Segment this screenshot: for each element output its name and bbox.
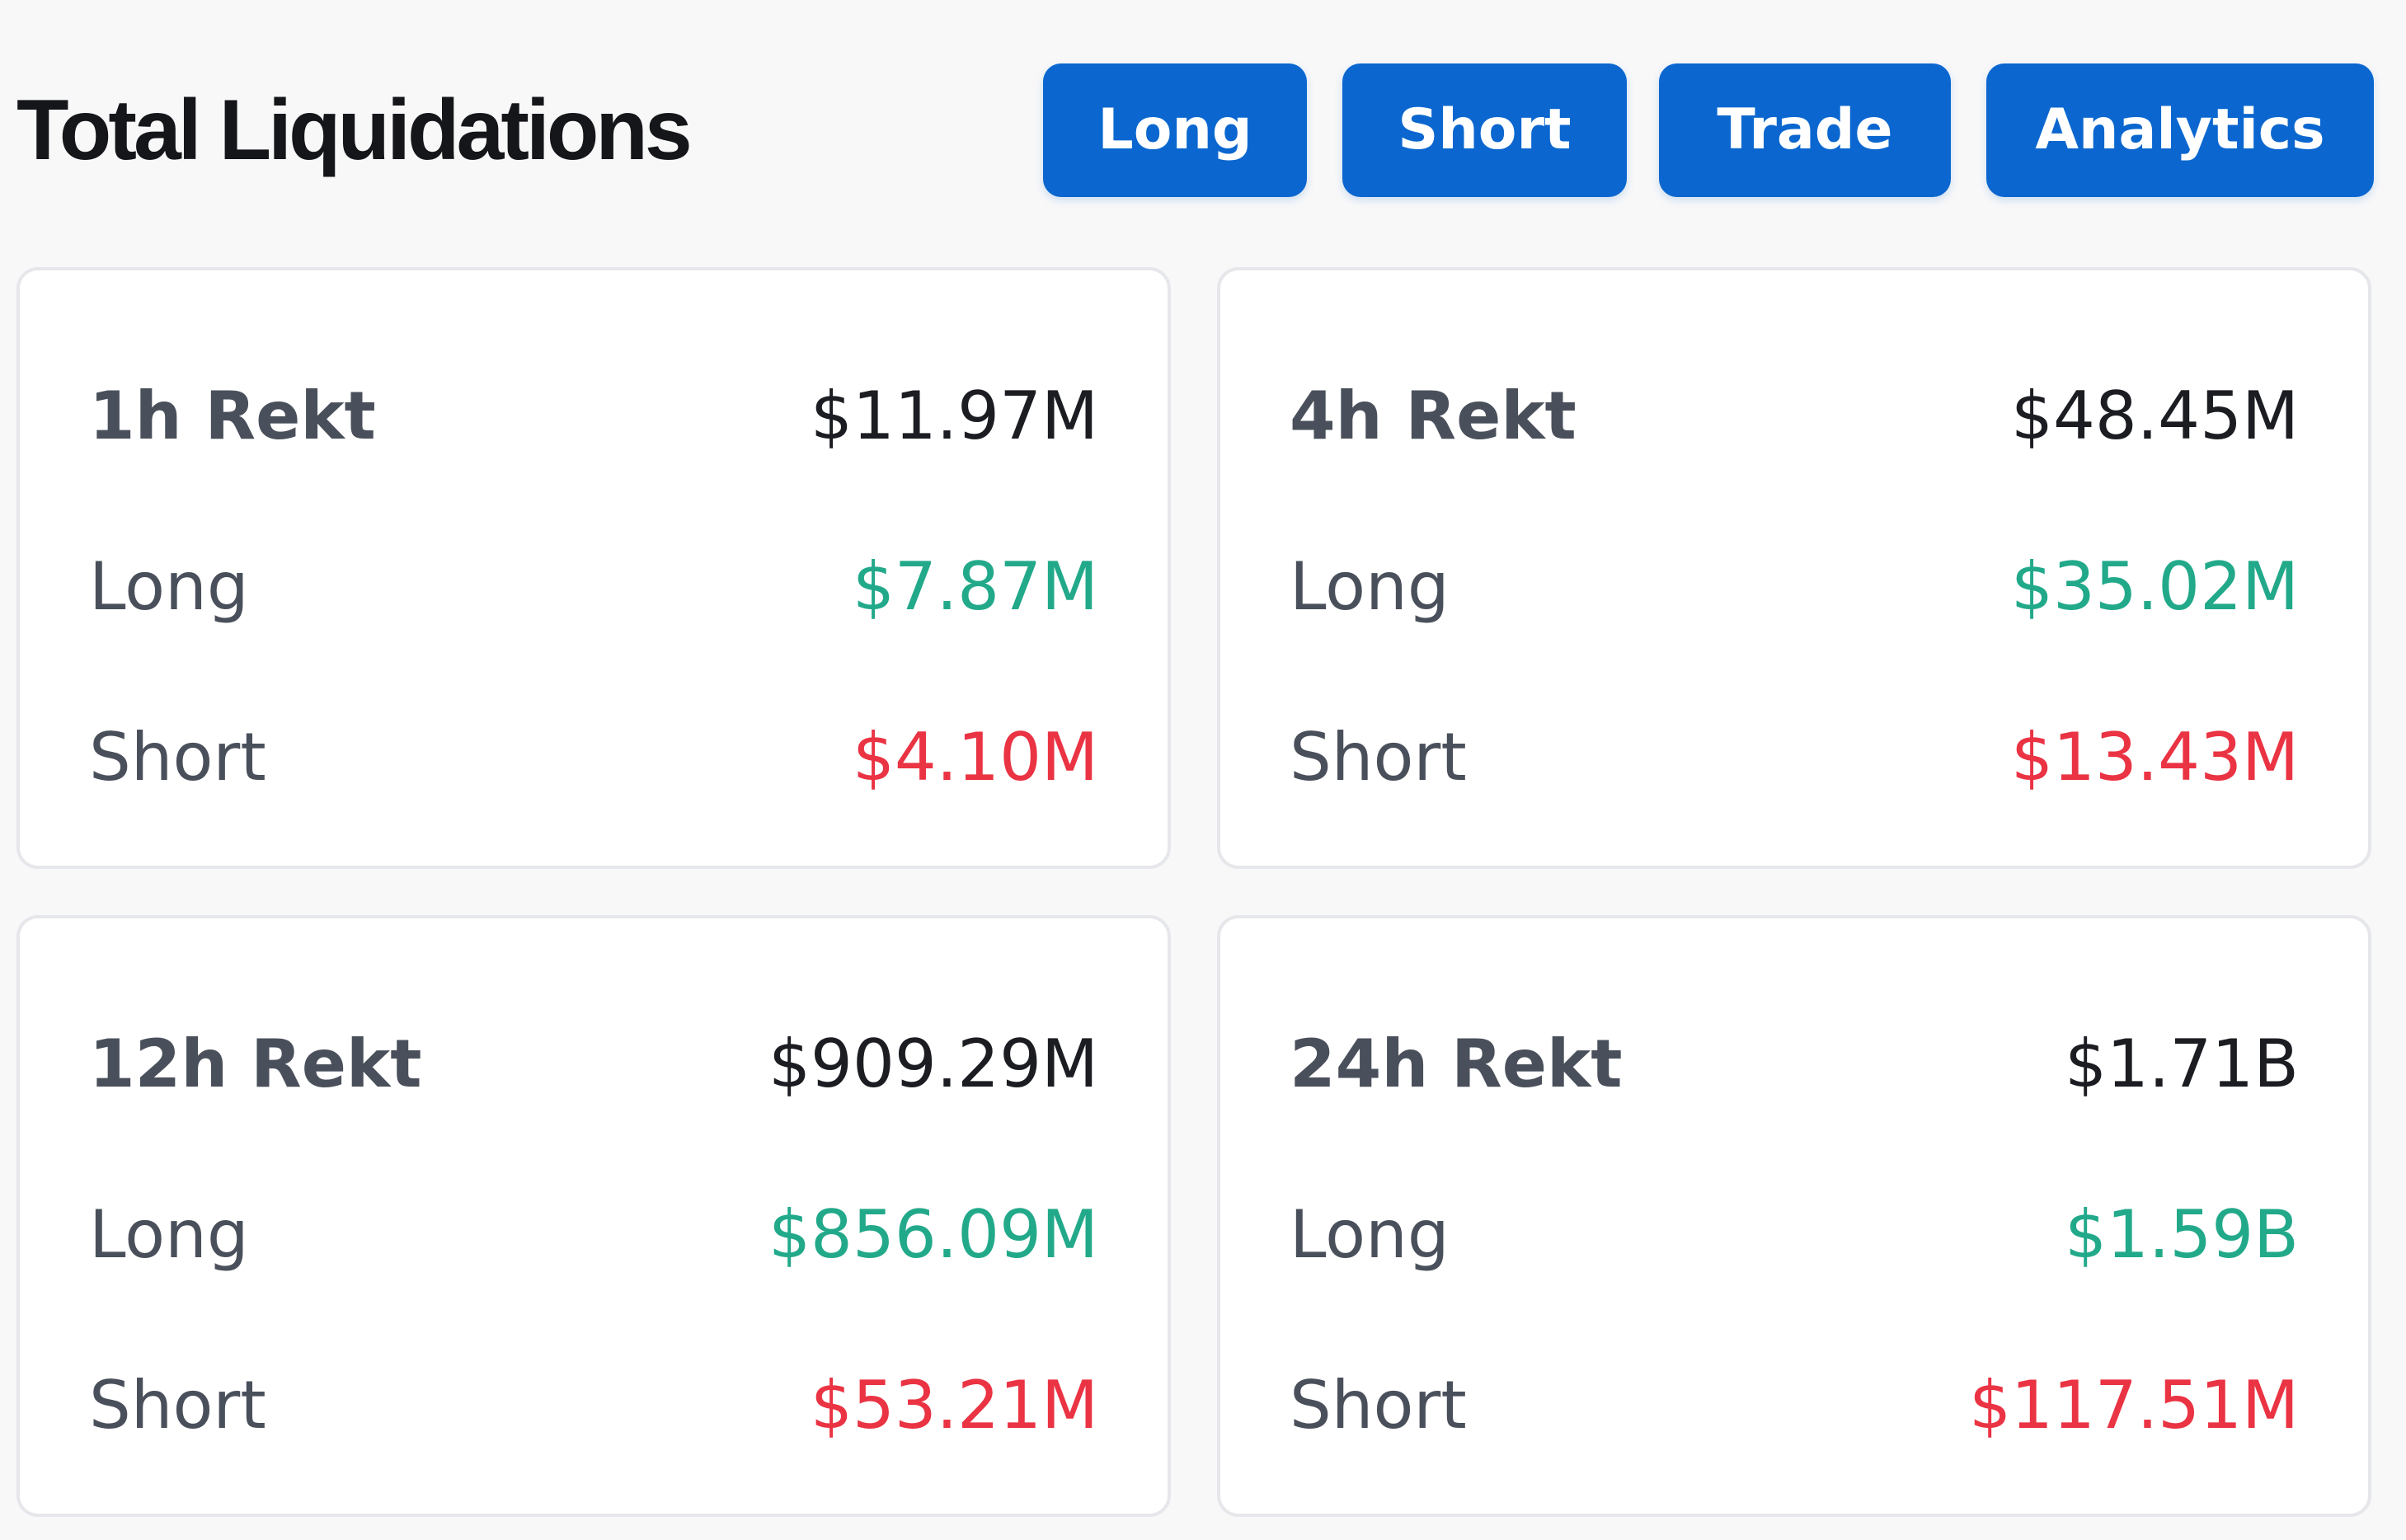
card-24h-rekt: 24h Rekt $1.71B Long $1.59B Short $117.5… bbox=[1217, 915, 2371, 1517]
short-label: Short bbox=[89, 718, 266, 796]
long-value: $856.09M bbox=[768, 1195, 1098, 1273]
long-label: Long bbox=[1290, 1195, 1450, 1273]
long-row: Long $7.87M bbox=[89, 537, 1098, 636]
short-value: $4.10M bbox=[852, 718, 1098, 796]
total-row: 1h Rekt $11.97M bbox=[89, 366, 1098, 465]
trade-button[interactable]: Trade bbox=[1659, 63, 1951, 197]
short-label: Short bbox=[1290, 718, 1467, 796]
short-label: Short bbox=[89, 1366, 266, 1444]
total-value: $11.97M bbox=[811, 377, 1098, 454]
long-row: Long $1.59B bbox=[1290, 1185, 2299, 1284]
total-value: $1.71B bbox=[2065, 1025, 2299, 1102]
long-label: Long bbox=[89, 547, 249, 625]
period-label: 4h Rekt bbox=[1290, 377, 1577, 454]
short-value: $53.21M bbox=[811, 1366, 1098, 1444]
short-value: $13.43M bbox=[2011, 718, 2299, 796]
total-row: 24h Rekt $1.71B bbox=[1290, 1014, 2299, 1113]
long-value: $1.59B bbox=[2065, 1195, 2299, 1273]
long-button[interactable]: Long bbox=[1043, 63, 1307, 197]
long-row: Long $35.02M bbox=[1290, 537, 2299, 636]
short-value: $117.51M bbox=[1969, 1366, 2299, 1444]
long-value: $35.02M bbox=[2011, 547, 2299, 625]
page-header: Total Liquidations Long Short Trade Anal… bbox=[0, 0, 2406, 264]
long-label: Long bbox=[1290, 547, 1450, 625]
card-1h-rekt: 1h Rekt $11.97M Long $7.87M Short $4.10M bbox=[16, 267, 1171, 869]
total-row: 12h Rekt $909.29M bbox=[89, 1014, 1098, 1113]
card-4h-rekt: 4h Rekt $48.45M Long $35.02M Short $13.4… bbox=[1217, 267, 2371, 869]
total-value: $909.29M bbox=[768, 1025, 1098, 1102]
short-row: Short $13.43M bbox=[1290, 707, 2299, 806]
period-label: 1h Rekt bbox=[89, 377, 376, 454]
long-value: $7.87M bbox=[852, 547, 1098, 625]
page-title: Total Liquidations bbox=[16, 82, 693, 178]
period-label: 12h Rekt bbox=[89, 1025, 422, 1102]
total-value: $48.45M bbox=[2011, 377, 2299, 454]
period-label: 24h Rekt bbox=[1290, 1025, 1623, 1102]
card-12h-rekt: 12h Rekt $909.29M Long $856.09M Short $5… bbox=[16, 915, 1171, 1517]
short-row: Short $53.21M bbox=[89, 1355, 1098, 1454]
total-row: 4h Rekt $48.45M bbox=[1290, 366, 2299, 465]
long-row: Long $856.09M bbox=[89, 1185, 1098, 1284]
short-button[interactable]: Short bbox=[1342, 63, 1627, 197]
short-row: Short $117.51M bbox=[1290, 1355, 2299, 1454]
long-label: Long bbox=[89, 1195, 249, 1273]
analytics-button[interactable]: Analytics bbox=[1986, 63, 2374, 197]
short-row: Short $4.10M bbox=[89, 707, 1098, 806]
short-label: Short bbox=[1290, 1366, 1467, 1444]
